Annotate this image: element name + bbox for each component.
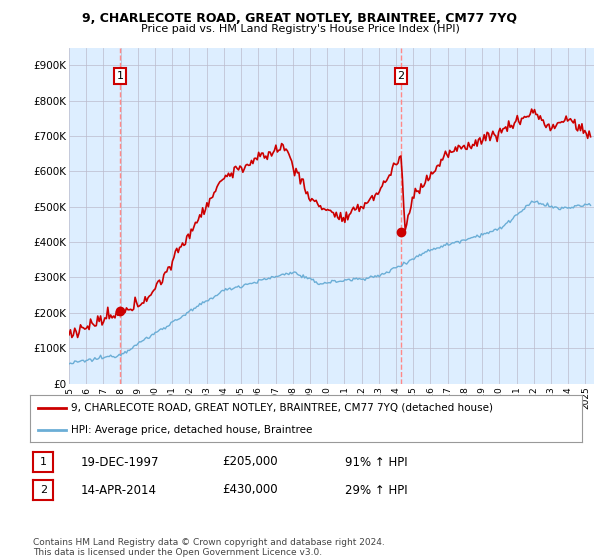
Text: 2: 2 — [397, 71, 404, 81]
Text: 19-DEC-1997: 19-DEC-1997 — [81, 455, 160, 469]
Text: Contains HM Land Registry data © Crown copyright and database right 2024.
This d: Contains HM Land Registry data © Crown c… — [33, 538, 385, 557]
Text: 14-APR-2014: 14-APR-2014 — [81, 483, 157, 497]
Text: 91% ↑ HPI: 91% ↑ HPI — [345, 455, 407, 469]
Text: Price paid vs. HM Land Registry's House Price Index (HPI): Price paid vs. HM Land Registry's House … — [140, 24, 460, 34]
Text: 29% ↑ HPI: 29% ↑ HPI — [345, 483, 407, 497]
Text: 9, CHARLECOTE ROAD, GREAT NOTLEY, BRAINTREE, CM77 7YQ (detached house): 9, CHARLECOTE ROAD, GREAT NOTLEY, BRAINT… — [71, 403, 493, 413]
Text: 1: 1 — [40, 457, 47, 467]
Text: £430,000: £430,000 — [222, 483, 278, 497]
Text: 9, CHARLECOTE ROAD, GREAT NOTLEY, BRAINTREE, CM77 7YQ: 9, CHARLECOTE ROAD, GREAT NOTLEY, BRAINT… — [83, 12, 517, 25]
Text: £205,000: £205,000 — [222, 455, 278, 469]
Text: 1: 1 — [116, 71, 124, 81]
Text: HPI: Average price, detached house, Braintree: HPI: Average price, detached house, Brai… — [71, 424, 313, 435]
Text: 2: 2 — [40, 485, 47, 495]
